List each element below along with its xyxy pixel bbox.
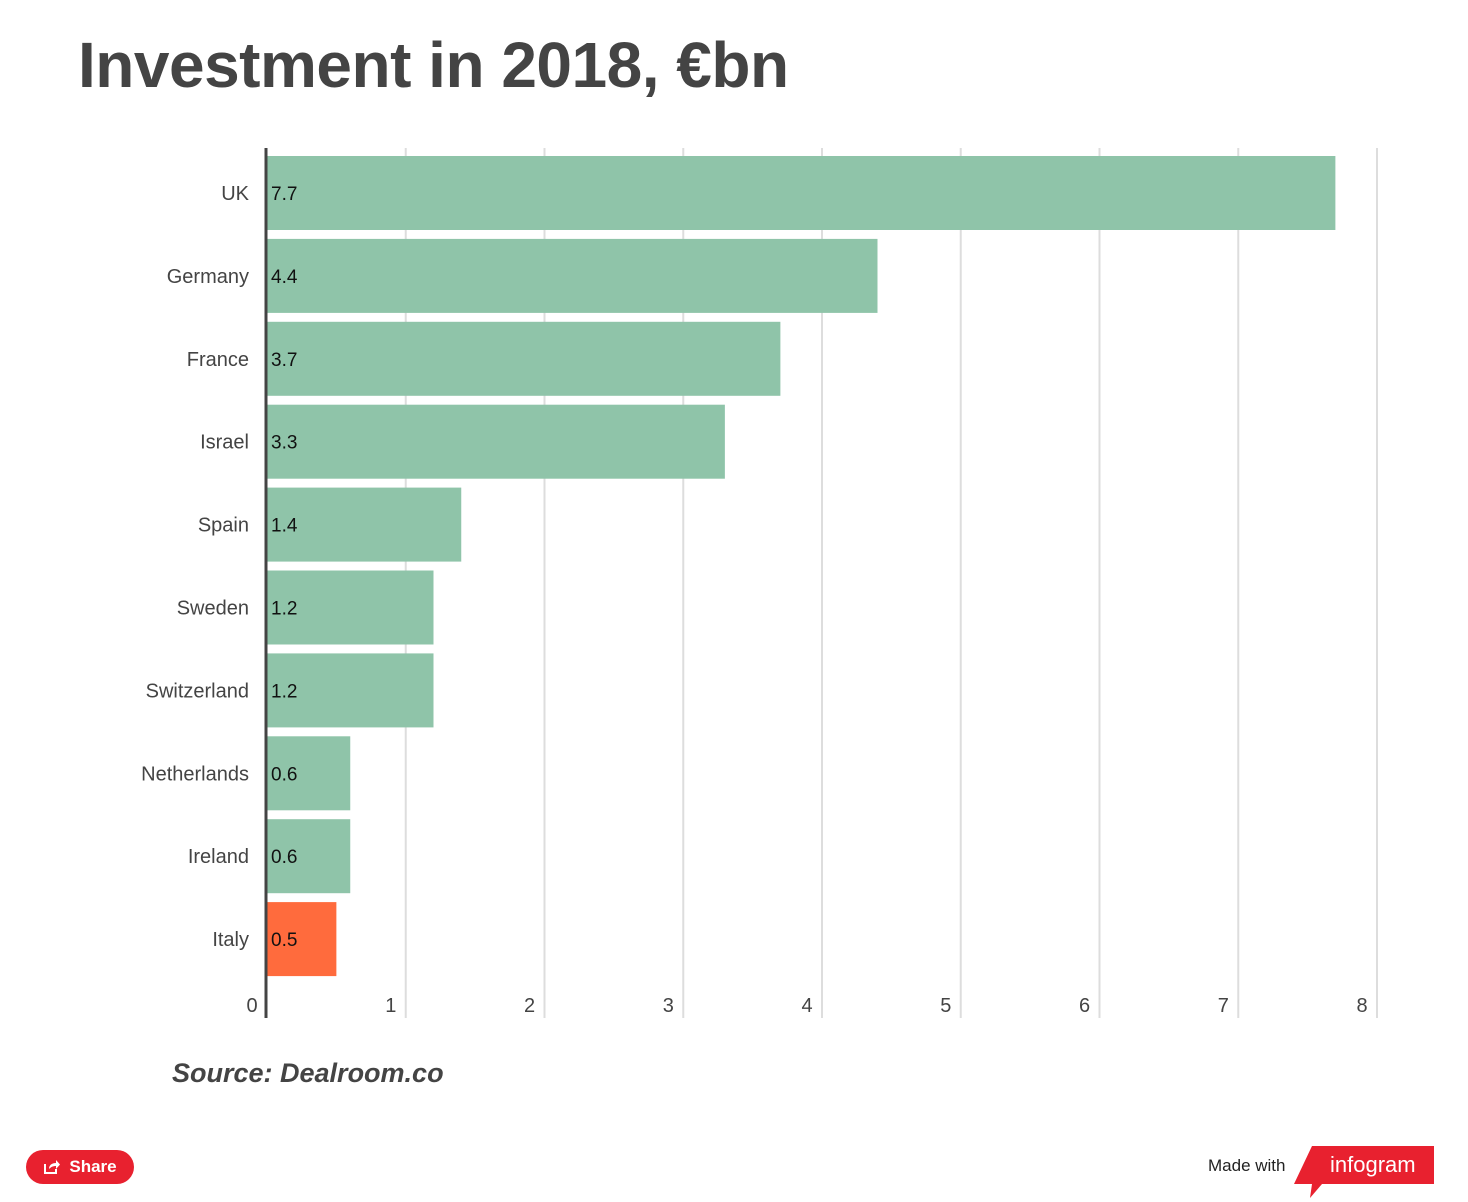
share-icon — [43, 1159, 61, 1175]
data-label: 1.2 — [271, 681, 297, 702]
share-button[interactable]: Share — [26, 1150, 134, 1184]
bar — [267, 487, 462, 562]
bar-chart: UK 7.7 Germany 4.4 France 3.7 Israel 3.3 Spain 1.… — [141, 148, 1378, 1018]
bar — [267, 156, 1336, 230]
bar — [267, 902, 337, 977]
category-label: Italy — [212, 929, 249, 951]
chart-title: Investment in 2018, €bn — [78, 29, 789, 101]
share-label: Share — [69, 1157, 117, 1176]
infogram-logo[interactable]: infogram — [1292, 1146, 1434, 1198]
x-tick-label: 1 — [385, 995, 396, 1017]
category-label: Sweden — [177, 598, 249, 620]
category-label: Ireland — [188, 846, 249, 868]
bar — [267, 404, 725, 479]
made-with-label: Made with — [1208, 1156, 1286, 1175]
source-note: Source: Dealroom.co — [172, 1058, 444, 1088]
bar — [267, 238, 878, 313]
category-label: Israel — [200, 432, 249, 454]
x-tick-label: 3 — [663, 995, 674, 1017]
bar — [267, 736, 351, 811]
x-tick-label: 7 — [1218, 995, 1229, 1017]
x-tick-label: 0 — [246, 995, 257, 1017]
brand-text: infogram — [1330, 1152, 1416, 1177]
x-tick-label: 8 — [1356, 995, 1367, 1017]
category-label: Spain — [198, 515, 249, 537]
data-label: 1.2 — [271, 599, 297, 620]
data-label: 4.4 — [271, 267, 298, 288]
data-label: 3.3 — [271, 433, 297, 454]
category-label: Germany — [167, 266, 249, 288]
data-label: 3.7 — [271, 350, 297, 371]
x-tick-label: 6 — [1079, 995, 1090, 1017]
data-label: 0.5 — [271, 930, 297, 951]
category-label: UK — [221, 183, 249, 205]
bar — [267, 321, 781, 396]
bar — [267, 570, 434, 645]
data-label: 1.4 — [271, 516, 298, 537]
x-tick-label: 4 — [801, 995, 812, 1017]
category-label: Netherlands — [141, 763, 249, 785]
x-tick-label: 5 — [940, 995, 951, 1017]
x-tick-label: 2 — [524, 995, 535, 1017]
data-label: 0.6 — [271, 847, 297, 868]
data-label: 0.6 — [271, 764, 297, 785]
category-label: France — [187, 349, 249, 371]
data-label: 7.7 — [271, 184, 297, 205]
category-label: Switzerland — [146, 680, 249, 702]
bar — [267, 653, 434, 728]
bar — [267, 819, 351, 894]
